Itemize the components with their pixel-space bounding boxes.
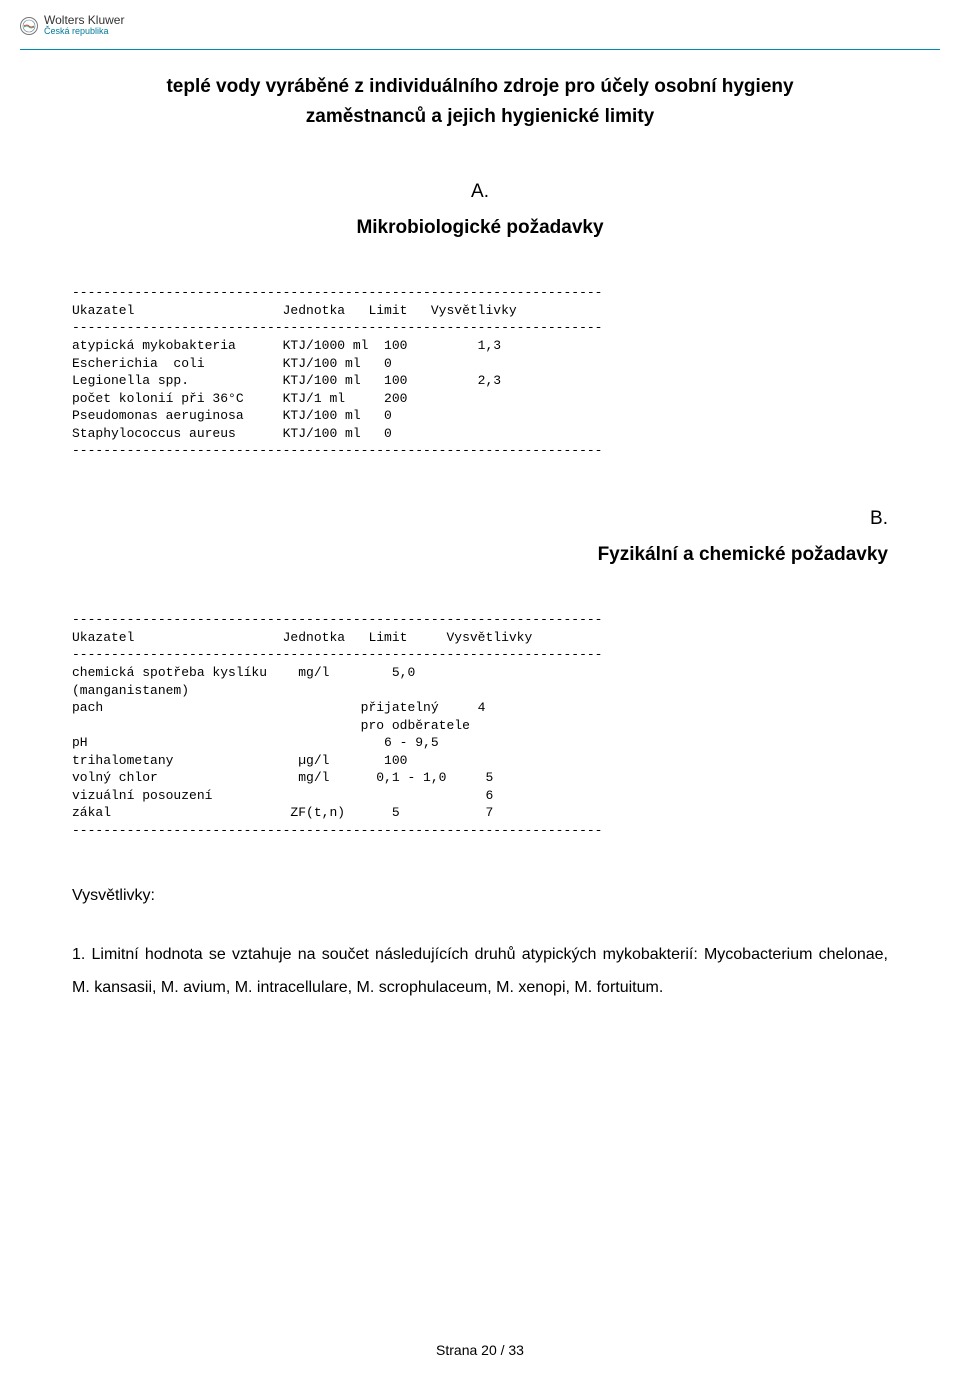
note-item-1: 1. Limitní hodnota se vztahuje na součet… <box>72 939 888 1005</box>
table-b-row: pH 6 - 9,5 <box>72 735 439 750</box>
logo-text: Wolters Kluwer Česká republika <box>44 14 124 37</box>
logo-sub-text: Česká republika <box>44 27 124 37</box>
table-a-row: Legionella spp. KTJ/100 ml 100 2,3 <box>72 373 501 388</box>
notes-heading: Vysvětlivky: <box>72 887 888 905</box>
table-a-sep-mid: ----------------------------------------… <box>72 320 603 335</box>
page-footer: Strana 20 / 33 <box>0 1342 960 1358</box>
wk-logo-icon <box>20 17 38 35</box>
section-a-letter: A. <box>72 181 888 203</box>
title-line1: teplé vody vyráběné z individuálního zdr… <box>72 72 888 102</box>
table-b-row: (manganistanem) <box>72 683 189 698</box>
table-a-row: Escherichia coli KTJ/100 ml 0 <box>72 356 392 371</box>
page-content: teplé vody vyráběné z individuálního zdr… <box>72 72 888 1005</box>
table-b-sep-top: ----------------------------------------… <box>72 612 603 627</box>
table-a-sep-top: ----------------------------------------… <box>72 285 603 300</box>
table-b-row: pach přijatelný 4 <box>72 700 485 715</box>
logo-area: Wolters Kluwer Česká republika <box>20 14 124 37</box>
table-a-row: Staphylococcus aureus KTJ/100 ml 0 <box>72 426 392 441</box>
table-a-row: Pseudomonas aeruginosa KTJ/100 ml 0 <box>72 408 392 423</box>
title-line2: zaměstnanců a jejich hygienické limity <box>72 102 888 132</box>
table-b-row: volný chlor mg/l 0,1 - 1,0 5 <box>72 770 493 785</box>
table-b-row: zákal ZF(t,n) 5 7 <box>72 805 493 820</box>
table-b-sep-bot: ----------------------------------------… <box>72 823 603 838</box>
table-b-row: chemická spotřeba kyslíku mg/l 5,0 <box>72 665 415 680</box>
table-a-sep-bot: ----------------------------------------… <box>72 443 603 458</box>
logo-svg <box>22 19 36 33</box>
table-b-sep-mid: ----------------------------------------… <box>72 647 603 662</box>
table-b-row: trihalometany µg/l 100 <box>72 753 407 768</box>
header-divider <box>20 49 940 50</box>
section-b-header-wrap: B. Fyzikální a chemické požadavky <box>372 508 888 566</box>
table-a-header: Ukazatel Jednotka Limit Vysvětlivky <box>72 303 517 318</box>
table-a-row: počet kolonií při 36°C KTJ/1 ml 200 <box>72 391 407 406</box>
table-a: ----------------------------------------… <box>72 267 888 460</box>
table-b-header: Ukazatel Jednotka Limit Vysvětlivky <box>72 630 532 645</box>
section-b-title: Fyzikální a chemické požadavky <box>372 544 888 566</box>
section-a-title: Mikrobiologické požadavky <box>72 217 888 239</box>
table-b-row: pro odběratele <box>72 718 470 733</box>
section-b-letter: B. <box>372 508 888 530</box>
table-b-row: vizuální posouzení 6 <box>72 788 493 803</box>
table-b: ----------------------------------------… <box>72 594 888 840</box>
main-title: teplé vody vyráběné z individuálního zdr… <box>72 72 888 133</box>
table-a-row: atypická mykobakteria KTJ/1000 ml 100 1,… <box>72 338 501 353</box>
